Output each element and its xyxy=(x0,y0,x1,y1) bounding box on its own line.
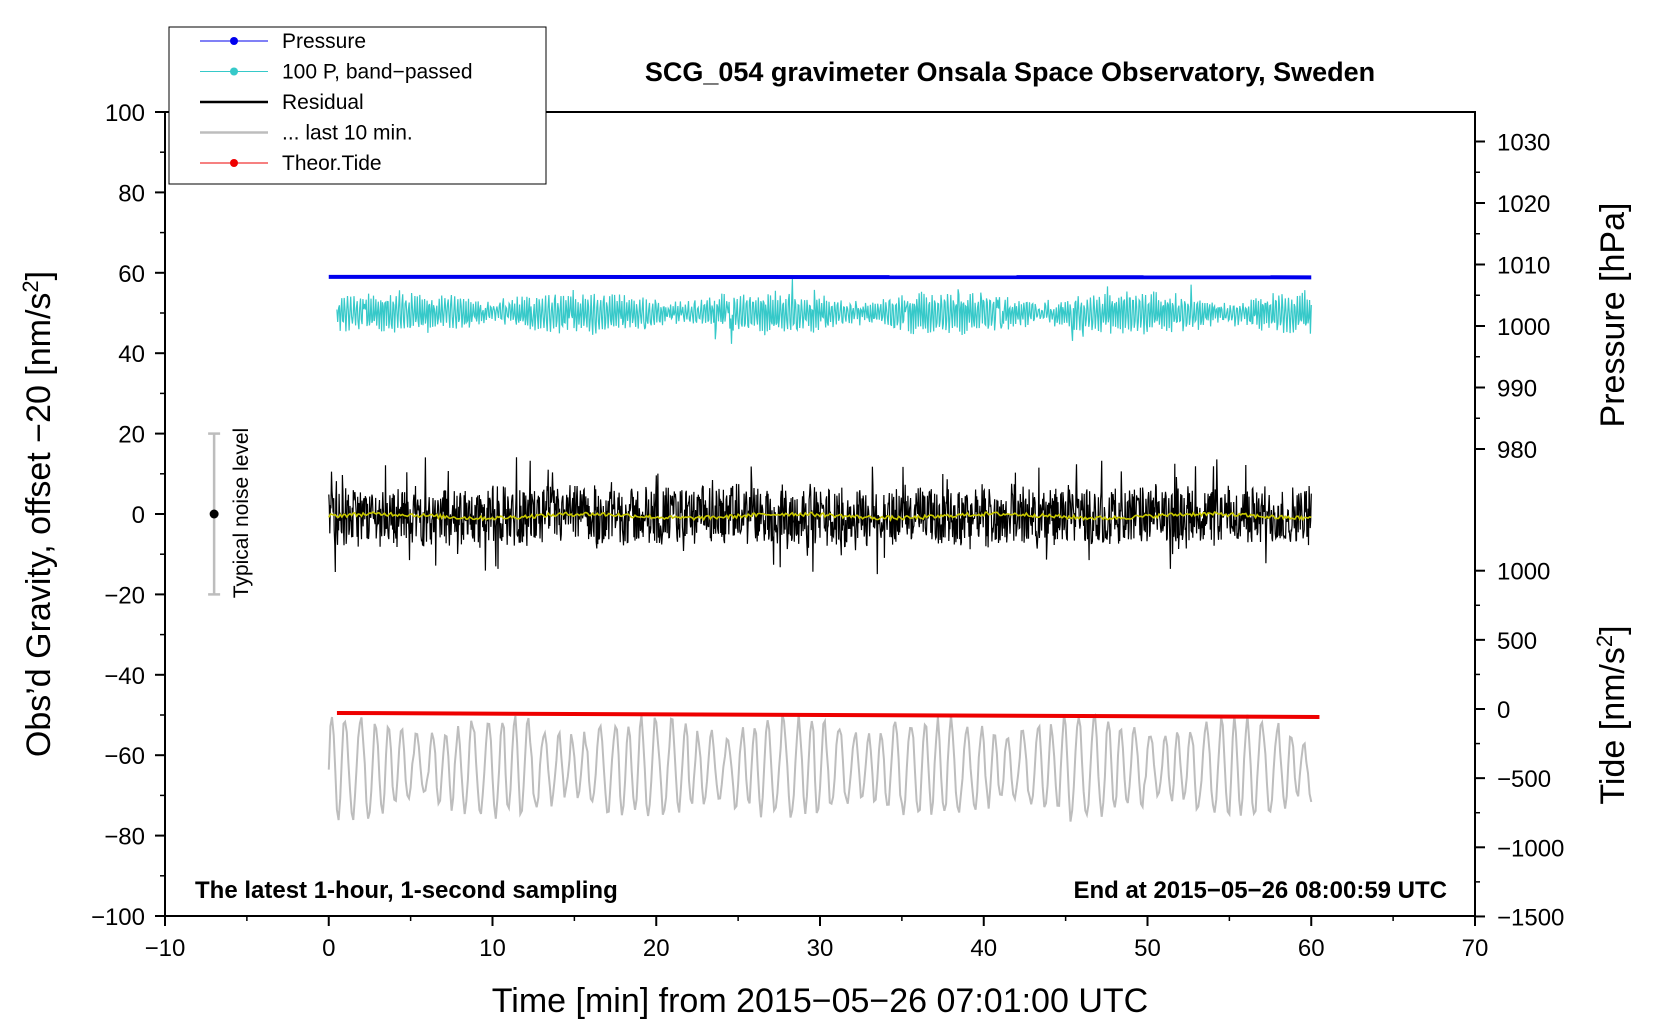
tide-axis-title-main: Tide [nm/s xyxy=(1594,647,1632,804)
legend-marker xyxy=(230,37,238,45)
x-tick-label: 50 xyxy=(1134,935,1161,962)
chart-title: SCG_054 gravimeter Onsala Space Observat… xyxy=(645,57,1375,87)
x-tick-label: 70 xyxy=(1462,935,1489,962)
y-tick-label: −100 xyxy=(91,904,145,931)
series-theor-tide xyxy=(336,710,1320,720)
tide-tick-label: −1000 xyxy=(1497,835,1564,862)
series-residual-smoothed xyxy=(328,511,1312,522)
pressure-axis-ticks: 980 990 1000 1010 1020 1030 xyxy=(1475,130,1550,464)
legend-box xyxy=(168,26,547,185)
tide-axis-title: Tide [nm/s2] xyxy=(1592,625,1632,804)
tide-tick-label: −500 xyxy=(1497,766,1551,793)
y-tick-label: −20 xyxy=(104,582,145,609)
y-tick-label: 80 xyxy=(118,180,145,207)
series-band-passed xyxy=(336,278,1312,344)
x-axis-ticks: −10 0 10 20 30 40 50 60 70 xyxy=(145,916,1489,962)
tide-axis-ticks: −1500 −1000 −500 0 500 1000 xyxy=(1475,559,1564,931)
legend-label: 100 P, band−passed xyxy=(282,61,473,84)
pressure-tick-label: 1030 xyxy=(1497,130,1550,157)
y-tick-label: −80 xyxy=(104,824,145,851)
y-tick-label: 40 xyxy=(118,341,145,368)
x-tick-label: 60 xyxy=(1298,935,1325,962)
pressure-tick-label: 1010 xyxy=(1497,253,1550,280)
tide-axis-title-sup: 2 xyxy=(1592,635,1617,647)
noise-bar-center-dot xyxy=(209,509,219,519)
series-residual xyxy=(328,457,1312,575)
legend-items: Pressure 100 P, band−passed Residual ... la… xyxy=(200,30,473,175)
y-tick-label: 20 xyxy=(118,422,145,449)
y-tick-label: 0 xyxy=(132,502,145,529)
x-tick-label: 20 xyxy=(643,935,670,962)
y-axis-title-sup: 2 xyxy=(18,280,43,292)
pressure-tick-label: 1000 xyxy=(1497,314,1550,341)
y-axis-title-main: Obs’d Gravity, offset −20 [nm/s xyxy=(20,293,58,758)
tide-axis-title-end: ] xyxy=(1594,625,1632,634)
tide-tick-label: 500 xyxy=(1497,628,1537,655)
y-axis-ticks: −100 −80 −60 −40 −20 0 20 40 60 80 100 xyxy=(91,100,165,931)
y-tick-label: −60 xyxy=(104,743,145,770)
pressure-axis-title: Pressure [hPa] xyxy=(1594,203,1632,428)
y-tick-label: −40 xyxy=(104,663,145,690)
tide-tick-label: 0 xyxy=(1497,697,1510,724)
legend-label: ... last 10 min. xyxy=(282,122,413,145)
x-axis-title: Time [min] from 2015−05−26 07:01:00 UTC xyxy=(492,982,1148,1020)
pressure-tick-label: 990 xyxy=(1497,376,1537,403)
y-tick-label: 100 xyxy=(105,100,145,127)
y-tick-label: 60 xyxy=(118,261,145,288)
x-tick-label: 40 xyxy=(970,935,997,962)
tide-tick-label: 1000 xyxy=(1497,559,1550,586)
series-last-10-min xyxy=(327,712,1313,822)
series-pressure xyxy=(328,274,1312,280)
legend-label: Residual xyxy=(282,91,364,114)
note-right: End at 2015−05−26 08:00:59 UTC xyxy=(1073,877,1447,904)
x-tick-label: 10 xyxy=(479,935,506,962)
x-tick-label: 0 xyxy=(322,935,335,962)
y-axis-title-end: ] xyxy=(20,271,58,280)
series-layer xyxy=(327,274,1320,822)
noise-level-bar xyxy=(208,432,221,596)
x-tick-label: 30 xyxy=(807,935,834,962)
legend: Pressure 100 P, band−passed Residual ... la… xyxy=(168,26,547,185)
legend-marker xyxy=(230,67,238,76)
y-axis-title: Obs’d Gravity, offset −20 [nm/s2] xyxy=(18,271,58,757)
note-left: The latest 1-hour, 1-second sampling xyxy=(195,877,618,904)
pressure-tick-label: 980 xyxy=(1497,437,1537,464)
pressure-tick-label: 1020 xyxy=(1497,191,1550,218)
legend-label: Pressure xyxy=(282,30,366,53)
x-tick-label: −10 xyxy=(145,935,186,962)
legend-marker xyxy=(230,159,238,167)
tide-tick-label: −1500 xyxy=(1497,904,1564,931)
noise-label: Typical noise level xyxy=(230,428,253,598)
legend-label: Theor.Tide xyxy=(282,152,382,175)
